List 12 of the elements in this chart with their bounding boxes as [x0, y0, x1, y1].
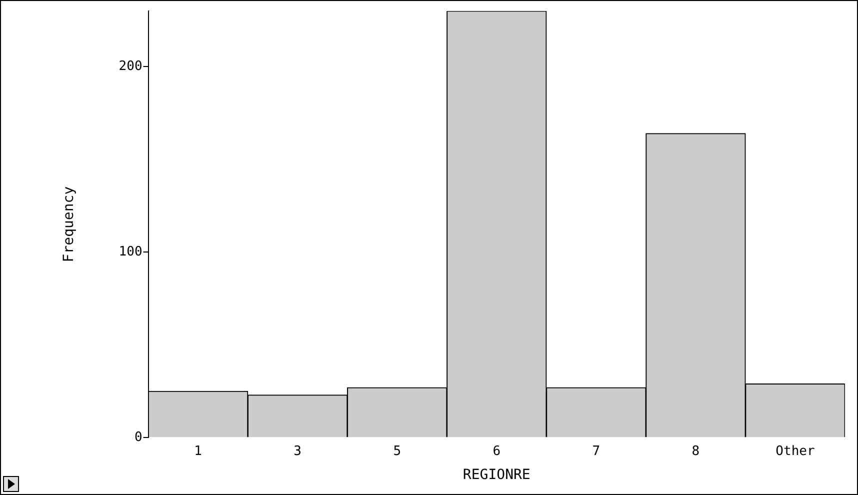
x-tick-label: 8	[692, 444, 700, 459]
y-tick-label: 200	[118, 59, 142, 74]
x-tick-label: 6	[492, 444, 501, 459]
x-tick-label: 7	[592, 444, 600, 459]
x-tick-label: 5	[393, 444, 402, 459]
x-axis-title: REGIONRE	[462, 467, 530, 484]
y-axis-title: Frequency	[61, 186, 78, 262]
x-tick-label: 1	[194, 444, 202, 459]
y-tick-label: 100	[118, 244, 142, 260]
x-tick-label: 3	[294, 444, 302, 459]
x-tick-label: Other	[776, 444, 815, 459]
y-tick-label: 0	[134, 430, 142, 445]
